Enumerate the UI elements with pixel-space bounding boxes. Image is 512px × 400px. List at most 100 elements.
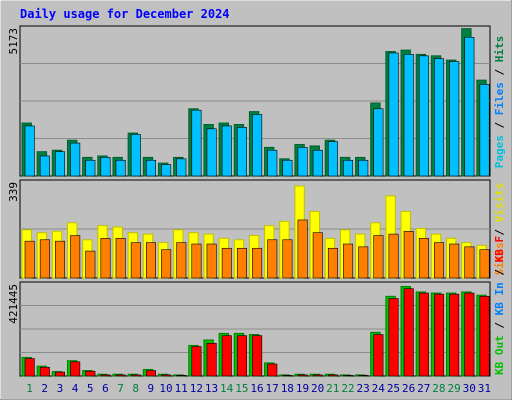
kb-f-bar [161,374,172,377]
kb-f-bar [343,375,354,377]
kb-f-bar [85,370,96,377]
sites-bar [373,235,384,279]
day-label: 15 [235,382,248,395]
sites-bar [312,232,323,279]
legend-text: Visits [493,183,506,223]
legend-text: / [493,62,506,82]
kb-f-bar [24,358,35,377]
sites-bar [39,239,50,279]
kb-f-bar [191,346,202,377]
y-max-label: 5173 [7,28,20,55]
day-label: 10 [159,382,172,395]
day-label: 8 [132,382,139,395]
kb-f-bar [221,335,232,377]
day-label: 20 [311,382,324,395]
day-label: 17 [266,382,279,395]
kb-f-bar [115,374,126,377]
kb-f-bar [206,342,217,377]
files-bar [145,159,156,177]
day-label: 1 [26,382,33,395]
day-labels: 1 2 3 4 5 6 7 8 9 10 11 12 13 14 15 16 17 18 19 20 21 22 23 24 2… [26,382,491,395]
hits-files-panel: 5173 Pages / Files / Hits [7,25,506,177]
day-label: 16 [250,382,263,395]
files-bar [418,55,429,177]
sites-bar [115,238,126,279]
sites-bar [464,246,475,279]
sites-bar [206,243,217,279]
files-bar [236,127,247,177]
kb-f-bar [312,374,323,377]
sites-bar [479,249,490,279]
files-bar [85,159,96,177]
sites-bar [221,247,232,279]
sites-bar [176,242,187,279]
files-bar [267,149,278,177]
kb-f-bar [358,375,369,377]
kb-f-bar [145,370,156,377]
day-label: 14 [220,382,234,395]
legend-text: / [493,315,506,335]
sites-bar [236,247,247,279]
sites-bar [85,250,96,279]
files-bar [221,125,232,177]
day-label: 13 [205,382,218,395]
sites-bar [449,243,460,279]
sites-bar [267,239,278,279]
sites-bar [191,243,202,279]
files-bar [191,109,202,177]
day-label: 29 [447,382,460,395]
files-bar [297,147,308,177]
legend-text: / [493,222,506,242]
sites-bar [418,238,429,279]
sites-bar [24,240,35,279]
kb-f-bar [297,374,308,377]
legend-text: KB F [493,236,506,263]
y-max-label: 421445 [7,284,20,324]
kb-f-bar [252,335,263,377]
files-bar [464,36,475,177]
legend-text: / [493,115,506,135]
kb-f-bar [449,293,460,377]
day-label: 4 [72,382,79,395]
sites-bar [100,238,111,279]
sites-bar [403,230,414,279]
kb-f-bar [100,374,111,377]
kb-f-bar [373,334,384,377]
sites-bar [388,233,399,279]
day-label: 25 [387,382,400,395]
sites-bar [327,247,338,279]
legend-text: Hits [493,36,506,63]
kb-f-bar [176,375,187,377]
day-label: 26 [402,382,415,395]
day-label: 11 [175,382,188,395]
day-label: 21 [326,382,339,395]
kb-f-bar [70,361,81,377]
kb-f-bar [327,374,338,377]
files-bar [206,128,217,177]
files-bar [24,125,35,177]
day-label: 12 [190,382,203,395]
kb-f-bar [388,298,399,377]
day-label: 7 [117,382,124,395]
sites-bar [161,249,172,279]
sites-bar [358,246,369,279]
files-bar [55,151,66,177]
files-bar [358,159,369,177]
kb-f-bar [282,375,293,377]
kb-f-bar [479,296,490,377]
files-bar [252,114,263,177]
legend-text: / [493,262,506,282]
day-label: 23 [357,382,370,395]
series-legend: Sites / Visits [493,183,506,276]
day-label: 28 [432,382,445,395]
legend-text: Sites [493,242,506,275]
kb-panel: 421445 KB Out / KB In / KB F [7,236,506,377]
sites-bar [252,247,263,279]
chart-title: Daily usage for December 2024 [20,7,230,21]
files-bar [130,134,141,177]
day-label: 9 [148,382,155,395]
files-bar [373,108,384,177]
files-bar [282,159,293,177]
kb-f-bar [130,374,141,377]
kb-f-bar [464,292,475,377]
